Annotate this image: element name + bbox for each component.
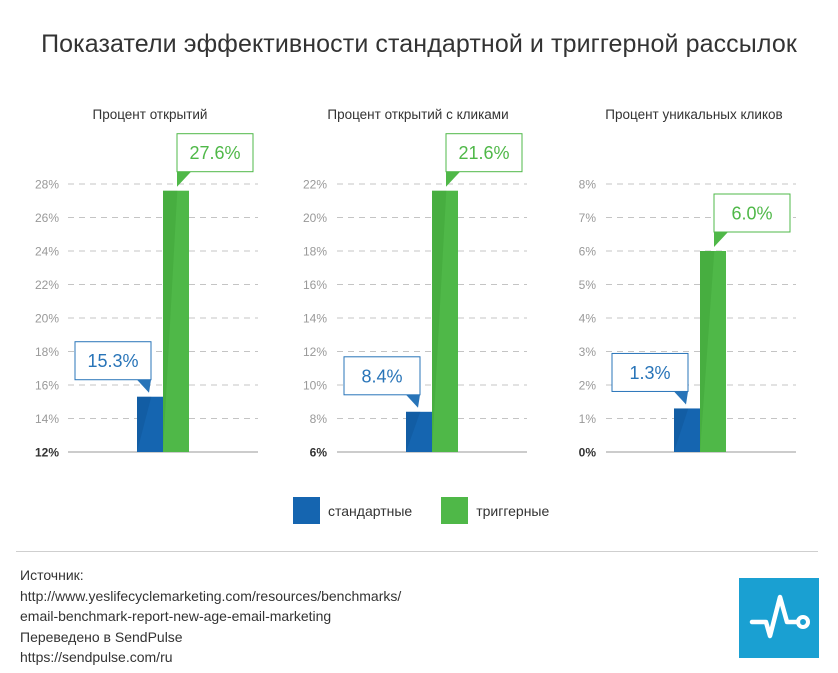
ytick-label-2-7: 7% (579, 211, 597, 225)
data-label-trigger-1-pointer (446, 171, 460, 187)
legend-label-trigger: триггерные (476, 502, 550, 519)
bar-0-1 (163, 190, 189, 452)
ytick-label-1-8: 22% (303, 178, 327, 192)
bar-2-0 (674, 408, 700, 452)
pulse-line-icon (749, 594, 810, 639)
data-label-standard-0-pointer (137, 379, 151, 393)
bar-shade-0-1 (163, 190, 178, 452)
bar-2-1 (700, 251, 726, 452)
ytick-label-0-7: 26% (35, 211, 59, 225)
charts-area: Процент открытий 12% 14% 16% 18% 20% 22% 24% 26%… (35, 107, 796, 460)
ytick-label-2-1: 1% (579, 412, 597, 426)
ytick-label-0-5: 22% (35, 278, 59, 292)
sendpulse-url: https://sendpulse.com/ru (20, 649, 173, 665)
translated-note: Переведено в SendPulse (20, 628, 183, 645)
bar-shade-1-0 (406, 411, 421, 452)
bar-shade-0-0 (137, 396, 152, 452)
legend-label-standard: стандартные (328, 502, 413, 519)
subplot-title-2: Процент уникальных кликов (605, 107, 782, 122)
ytick-label-2-4: 4% (579, 312, 597, 326)
data-label-standard-1-pointer (406, 394, 420, 408)
ytick-label-1-5: 16% (303, 278, 327, 292)
data-label-standard-2-text: 1.3% (629, 363, 670, 383)
data-label-trigger-0-pointer (177, 171, 191, 187)
ytick-label-2-3: 3% (579, 345, 597, 359)
ytick-label-1-3: 12% (303, 345, 327, 359)
ytick-label-0-3: 18% (35, 345, 59, 359)
ytick-label-1-4: 14% (303, 312, 327, 326)
sendpulse-logo (739, 578, 819, 658)
ytick-label-2-8: 8% (579, 178, 597, 192)
data-label-trigger-2-pointer (714, 232, 728, 247)
ytick-label-0-8: 28% (35, 178, 59, 192)
data-label-standard-2-pointer (674, 391, 688, 405)
bar-1-1 (432, 190, 458, 452)
bar-shade-2-0 (674, 408, 689, 452)
legend-swatch-standard (293, 497, 320, 524)
data-label-standard-0-text: 15.3% (87, 351, 138, 371)
data-label-trigger-0-text: 27.6% (189, 143, 240, 163)
bar-shade-2-1 (700, 251, 715, 452)
ytick-label-2-2: 2% (579, 379, 597, 393)
ytick-label-1-6: 18% (303, 245, 327, 259)
divider (16, 551, 818, 552)
subplot-title-0: Процент открытий (93, 107, 208, 122)
legend: стандартные триггерные (293, 497, 578, 524)
ytick-label-0-2: 16% (35, 379, 59, 393)
ytick-label-2-5: 5% (579, 278, 597, 292)
data-label-trigger-0-box (176, 133, 254, 173)
data-label-standard-1-text: 8.4% (361, 366, 402, 386)
source-url-line-2: email-benchmark-report-new-age-email-mar… (20, 608, 332, 624)
bar-0-0 (137, 396, 163, 452)
source-heading: Источник: (20, 567, 84, 583)
ytick-label-0-1: 14% (35, 412, 59, 426)
ytick-label-1-1: 8% (310, 412, 328, 426)
page-title: Показатели эффективности стандартной и т… (41, 30, 797, 58)
ytick-label-0-4: 20% (35, 312, 59, 326)
legend-swatch-trigger (441, 497, 469, 524)
data-label-standard-2-box (611, 352, 689, 392)
ytick-label-1-0: 6% (310, 446, 328, 460)
source-block: Источник: http://www.yeslifecyclemarketi… (20, 565, 401, 668)
data-label-standard-0-box (74, 341, 152, 381)
ytick-label-1-7: 20% (303, 211, 327, 225)
data-label-trigger-1-text: 21.6% (458, 143, 509, 163)
data-label-standard-1-box (343, 356, 421, 396)
ytick-label-2-0: 0% (579, 446, 597, 460)
data-label-trigger-2-text: 6.0% (731, 204, 772, 224)
ytick-label-1-2: 10% (303, 379, 327, 393)
data-label-trigger-1-box (445, 133, 523, 173)
ytick-label-0-0: 12% (35, 446, 59, 460)
subplot-title-1: Процент открытий с кликами (327, 107, 508, 122)
data-label-trigger-2-box (713, 193, 791, 233)
ytick-label-2-6: 6% (579, 245, 597, 259)
source-url-line-1: http://www.yeslifecyclemarketing.com/res… (20, 587, 402, 604)
bar-shade-1-1 (432, 190, 447, 452)
bar-1-0 (406, 411, 432, 452)
ytick-label-0-6: 24% (35, 245, 59, 259)
